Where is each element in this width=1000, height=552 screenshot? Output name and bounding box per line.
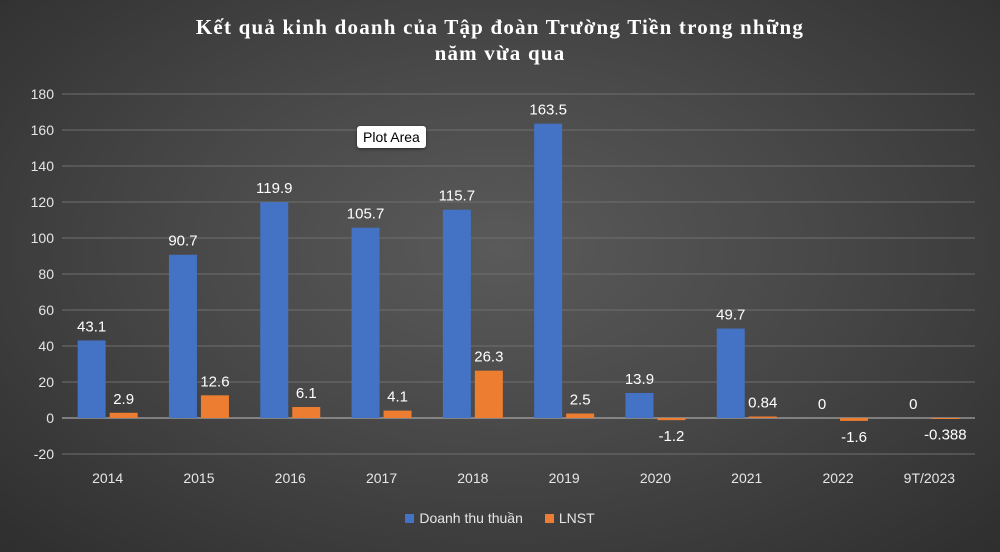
revenue-data-label: 115.7 [439,188,475,205]
plot-area-tooltip: Plot Area [357,126,426,148]
revenue-bar [77,340,106,418]
revenue-bar [716,328,745,418]
revenue-bar [260,202,289,418]
profit-bar [200,395,229,418]
legend-label-revenue: Doanh thu thuần [419,510,523,526]
profit-data-label: 26.3 [474,349,503,366]
revenue-bar [625,392,654,418]
y-tick-label: 60 [38,302,54,318]
legend-label-profit: LNST [558,510,595,526]
revenue-bar [351,227,380,418]
x-tick-label: 2014 [92,470,123,486]
profit-bar [840,418,869,421]
y-tick-label: 140 [31,158,55,174]
y-tick-label: -20 [34,446,54,462]
x-tick-label: 2021 [731,470,762,486]
chart-title-line-1: Kết quả kinh doanh của Tập đoàn Trường T… [195,15,805,39]
profit-data-label: 4.1 [387,389,408,406]
legend-swatch-profit [544,513,554,523]
profit-data-label: 0.84 [748,394,777,411]
profit-data-label: 12.6 [200,373,229,390]
profit-data-label: 6.1 [296,385,317,402]
profit-data-label: -0.388 [924,427,967,444]
x-tick-label: 9T/2023 [904,470,956,486]
profit-data-label: 2.9 [113,391,134,408]
profit-data-label: -1.2 [659,428,685,445]
revenue-data-label: 0 [909,396,917,413]
profit-bar [292,407,321,418]
chart-title: Kết quả kinh doanh của Tập đoàn Trường T… [0,14,1000,66]
y-tick-label: 100 [31,230,55,246]
profit-bar [566,413,595,418]
y-tick-label: 40 [38,338,54,354]
profit-bar [748,416,777,418]
x-tick-label: 2015 [183,470,214,486]
revenue-bar [168,254,197,418]
revenue-data-label: 105.7 [347,206,385,223]
revenue-bar [534,123,563,418]
revenue-data-label: 90.7 [168,233,197,250]
revenue-data-label: 119.9 [256,180,292,197]
x-tick-label: 2017 [366,470,397,486]
profit-data-label: -1.6 [841,429,867,446]
profit-bar [109,412,138,418]
profit-bar [383,410,412,418]
profit-bar [657,418,686,421]
x-tick-label: 2022 [822,470,853,486]
y-tick-label: 80 [38,266,54,282]
legend-item-profit: LNST [544,510,595,526]
legend-item-revenue: Doanh thu thuần [405,510,523,526]
profit-data-label: 2.5 [570,392,591,409]
profit-bar [931,418,960,419]
y-tick-label: 160 [31,122,55,138]
revenue-data-label: 49.7 [716,307,745,324]
y-tick-label: 180 [31,86,55,102]
x-tick-label: 2016 [275,470,306,486]
legend-swatch-revenue [405,513,415,523]
x-tick-label: 2020 [640,470,671,486]
y-tick-label: 0 [46,410,54,426]
x-tick-label: 2018 [457,470,488,486]
revenue-data-label: 13.9 [625,371,654,388]
profit-bar [474,370,503,418]
chart-legend: Doanh thu thuần LNST [0,510,1000,526]
y-tick-label: 20 [38,374,54,390]
revenue-bar [442,209,471,418]
x-tick-label: 2019 [549,470,580,486]
chart-title-line-2: năm vừa qua [434,41,566,65]
revenue-data-label: 163.5 [529,102,567,119]
revenue-data-label: 43.1 [77,318,106,335]
y-tick-label: 120 [31,194,55,210]
revenue-data-label: 0 [818,396,826,413]
